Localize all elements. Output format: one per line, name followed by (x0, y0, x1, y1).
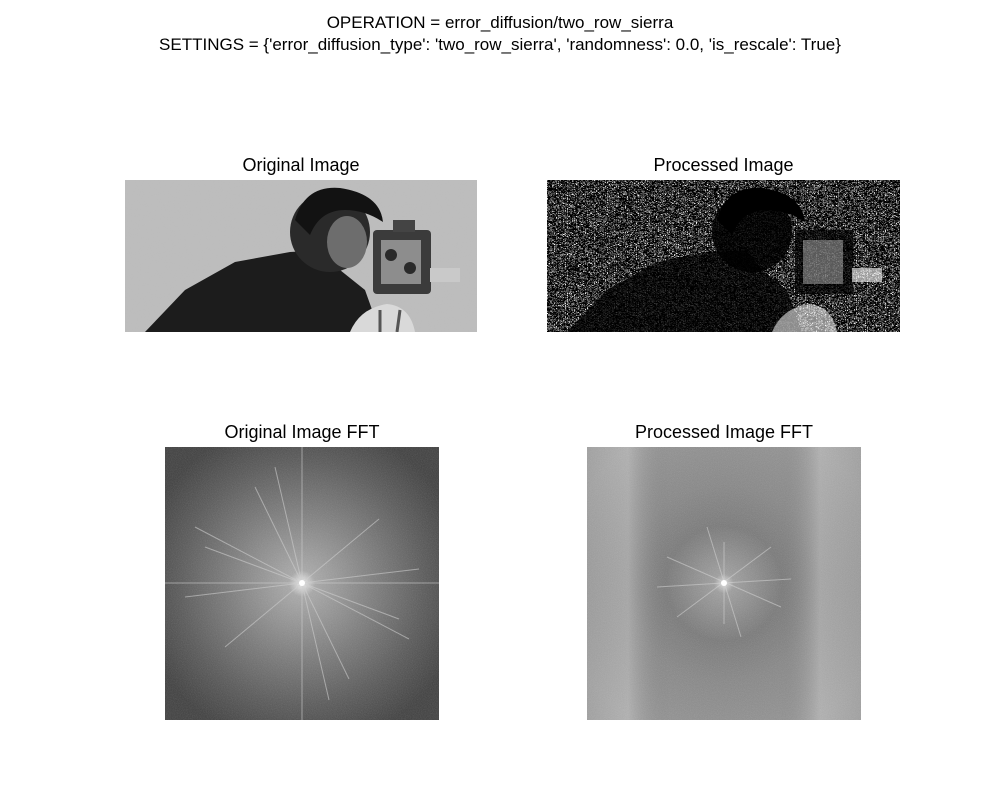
original-fft-title: Original Image FFT (224, 422, 380, 442)
original-image (125, 180, 477, 332)
original-image-title: Original Image (242, 155, 360, 175)
processed-image-graphic (547, 180, 900, 332)
processed-fft-title: Processed Image FFT (634, 422, 814, 442)
processed-image-title: Processed Image (653, 155, 794, 175)
processed-image (547, 180, 900, 332)
processed-fft-graphic (587, 447, 861, 720)
settings-line: SETTINGS = {'error_diffusion_type': 'two… (159, 35, 841, 54)
processed-fft (587, 447, 861, 720)
original-image-graphic (125, 180, 477, 332)
original-fft-graphic (165, 447, 439, 720)
operation-line: OPERATION = error_diffusion/two_row_sier… (326, 13, 674, 32)
figure-header: OPERATION = error_diffusion/two_row_sier… (0, 12, 1000, 56)
original-fft (165, 447, 439, 720)
